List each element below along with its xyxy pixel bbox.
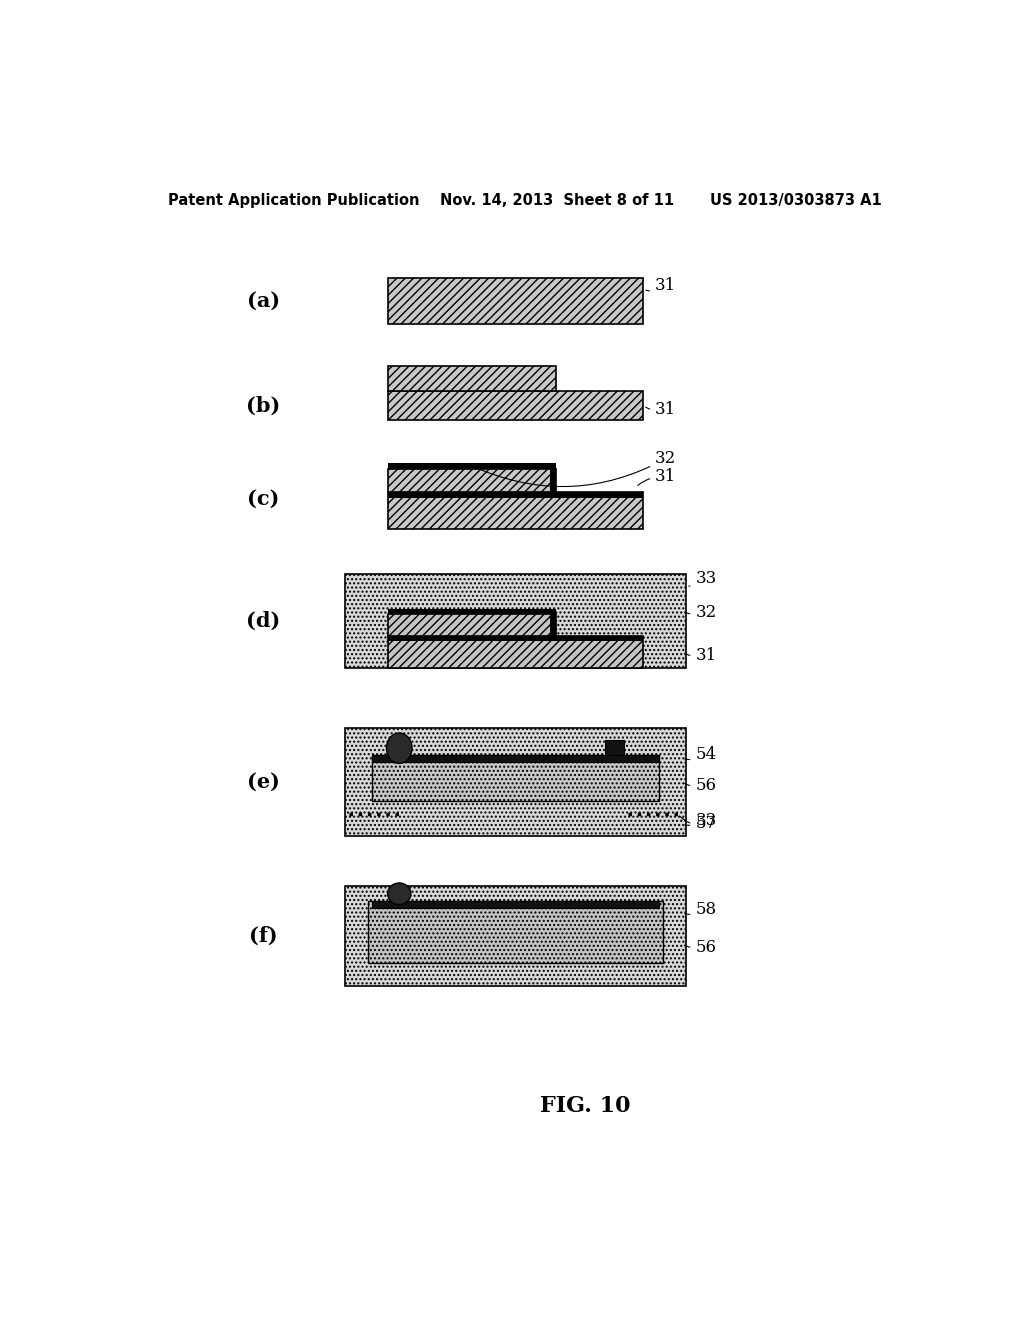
Text: (a): (a) xyxy=(247,290,281,310)
Bar xyxy=(345,886,686,986)
Text: (e): (e) xyxy=(247,772,280,792)
Bar xyxy=(388,492,556,498)
Text: 54: 54 xyxy=(685,746,717,763)
Bar xyxy=(556,492,643,498)
Text: 58: 58 xyxy=(685,900,717,917)
Text: 32: 32 xyxy=(685,605,717,622)
Bar xyxy=(345,729,686,836)
Text: FIG. 10: FIG. 10 xyxy=(540,1094,631,1117)
Ellipse shape xyxy=(386,733,412,763)
Bar xyxy=(388,469,556,492)
Bar xyxy=(388,462,556,469)
Bar xyxy=(388,492,643,529)
Text: (f): (f) xyxy=(249,927,278,946)
Bar xyxy=(550,614,556,642)
Bar xyxy=(556,636,643,642)
Text: 33: 33 xyxy=(689,569,717,586)
Bar xyxy=(372,755,658,801)
Ellipse shape xyxy=(388,883,411,904)
Text: 32: 32 xyxy=(474,450,676,487)
Bar xyxy=(372,902,658,908)
Text: Patent Application Publication    Nov. 14, 2013  Sheet 8 of 11       US 2013/030: Patent Application Publication Nov. 14, … xyxy=(168,193,882,209)
Bar xyxy=(604,739,624,755)
Text: 31: 31 xyxy=(646,401,676,418)
Text: 56: 56 xyxy=(685,939,717,956)
Bar xyxy=(388,636,556,642)
Text: 33: 33 xyxy=(685,812,717,829)
Bar xyxy=(388,367,556,391)
Bar xyxy=(388,609,556,614)
Bar xyxy=(388,636,643,668)
Text: (c): (c) xyxy=(248,488,280,508)
Text: (b): (b) xyxy=(247,396,281,416)
Bar xyxy=(388,492,556,498)
Text: 31: 31 xyxy=(685,647,717,664)
Text: 57: 57 xyxy=(680,816,717,832)
Text: 56: 56 xyxy=(685,777,717,795)
Text: 31: 31 xyxy=(638,467,676,486)
Text: 31: 31 xyxy=(646,277,676,294)
Bar xyxy=(345,574,686,668)
Bar xyxy=(369,902,663,964)
Text: (d): (d) xyxy=(247,611,281,631)
Bar xyxy=(388,614,556,636)
Bar xyxy=(388,391,643,420)
Bar xyxy=(372,755,658,762)
Bar xyxy=(550,469,556,498)
Bar xyxy=(388,277,643,323)
